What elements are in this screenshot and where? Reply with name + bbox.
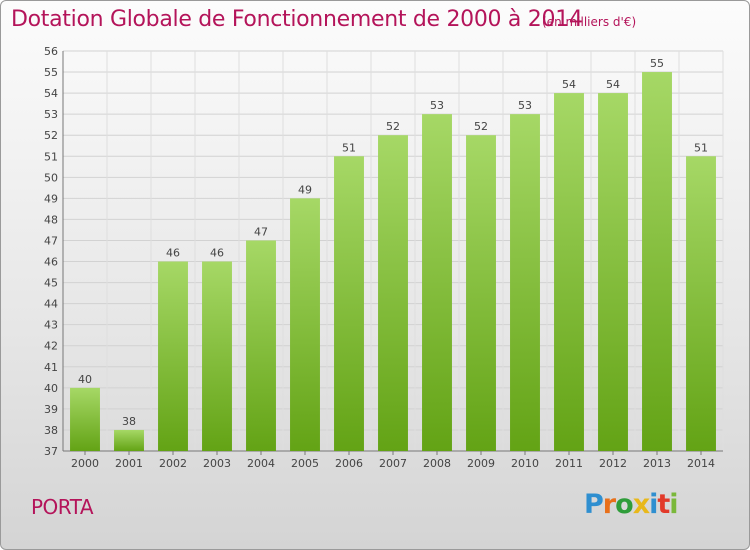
data-label-2004: 47 [254, 225, 268, 238]
x-tick-label: 2005 [291, 457, 319, 470]
y-tick-label: 52 [44, 129, 58, 142]
y-tick-label: 48 [44, 213, 58, 226]
data-label-2011: 54 [562, 78, 576, 91]
data-label-2000: 40 [78, 373, 92, 386]
bar-2004 [246, 240, 276, 451]
logo-letter: r [602, 489, 616, 520]
data-label-2008: 53 [430, 99, 444, 112]
bar-2003 [202, 261, 232, 451]
y-tick-label: 51 [44, 150, 58, 163]
x-tick-label: 2011 [555, 457, 583, 470]
data-label-2002: 46 [166, 247, 180, 260]
x-tick-label: 2000 [71, 457, 99, 470]
bar-2002 [158, 261, 188, 451]
y-tick-label: 41 [44, 361, 58, 374]
bar-2007 [378, 135, 408, 452]
y-tick-label: 44 [44, 298, 58, 311]
y-tick-label: 37 [44, 445, 58, 458]
bar-2014 [686, 156, 716, 451]
x-tick-label: 2004 [247, 457, 275, 470]
chart-title: Dotation Globale de Fonctionnement de 20… [11, 7, 583, 32]
data-label-2012: 54 [606, 78, 620, 91]
y-tick-label: 39 [44, 403, 58, 416]
bar-2012 [598, 93, 628, 452]
data-label-2003: 46 [210, 247, 224, 260]
data-label-2005: 49 [298, 183, 312, 196]
bars: 40 38 46 46 47 49 51 52 53 52 53 54 54 55 51 [70, 57, 716, 452]
x-tick-label: 2006 [335, 457, 363, 470]
chart-subtitle: (en milliers d'€) [542, 15, 637, 29]
data-label-2001: 38 [122, 415, 136, 428]
y-tick-label: 47 [44, 234, 58, 247]
data-label-2014: 51 [694, 141, 708, 154]
bar-2008 [422, 114, 452, 451]
x-tick-label: 2009 [467, 457, 495, 470]
y-tick-label: 45 [44, 277, 58, 290]
data-label-2013: 55 [650, 57, 664, 70]
bar-2000 [70, 387, 100, 451]
logo-letter: i [669, 489, 678, 520]
data-label-2009: 52 [474, 120, 488, 133]
y-tick-label: 54 [44, 87, 58, 100]
y-tick-label: 38 [44, 424, 58, 437]
logo-letter: o [615, 489, 634, 520]
y-tick-label: 46 [44, 256, 58, 269]
y-tick-label: 49 [44, 192, 58, 205]
commune-name: PORTA [31, 495, 94, 519]
bar-2006 [334, 156, 364, 451]
logo-letter: t [657, 489, 670, 520]
y-tick-label: 53 [44, 108, 58, 121]
bar-2011 [554, 93, 584, 452]
logo-letter: x [632, 489, 650, 520]
x-tick-label: 2007 [379, 457, 407, 470]
x-tick-label: 2014 [687, 457, 715, 470]
y-tick-label: 43 [44, 319, 58, 332]
x-tick-label: 2008 [423, 457, 451, 470]
bar-2005 [290, 198, 320, 451]
bar-2001 [114, 429, 144, 451]
proxiti-logo[interactable]: Proxiti [584, 489, 679, 520]
x-tick-label: 2013 [643, 457, 671, 470]
bar-2010 [510, 114, 540, 451]
bar-2009 [466, 135, 496, 452]
data-label-2007: 52 [386, 120, 400, 133]
data-label-2010: 53 [518, 99, 532, 112]
x-tick-label: 2012 [599, 457, 627, 470]
y-tick-label: 50 [44, 171, 58, 184]
y-tick-label: 42 [44, 340, 58, 353]
y-tick-label: 56 [44, 45, 58, 58]
bar-2013 [642, 72, 672, 451]
axes: 37 38 39 40 41 42 43 44 45 46 47 48 49 50 51 52 53 54 55 56… [44, 45, 723, 470]
x-tick-label: 2003 [203, 457, 231, 470]
logo-letter: P [584, 489, 604, 520]
y-tick-label: 55 [44, 66, 58, 79]
y-tick-label: 40 [44, 382, 58, 395]
x-tick-label: 2001 [115, 457, 143, 470]
x-tick-label: 2002 [159, 457, 187, 470]
data-label-2006: 51 [342, 141, 356, 154]
logo-letter: i [649, 489, 658, 520]
x-tick-label: 2010 [511, 457, 539, 470]
